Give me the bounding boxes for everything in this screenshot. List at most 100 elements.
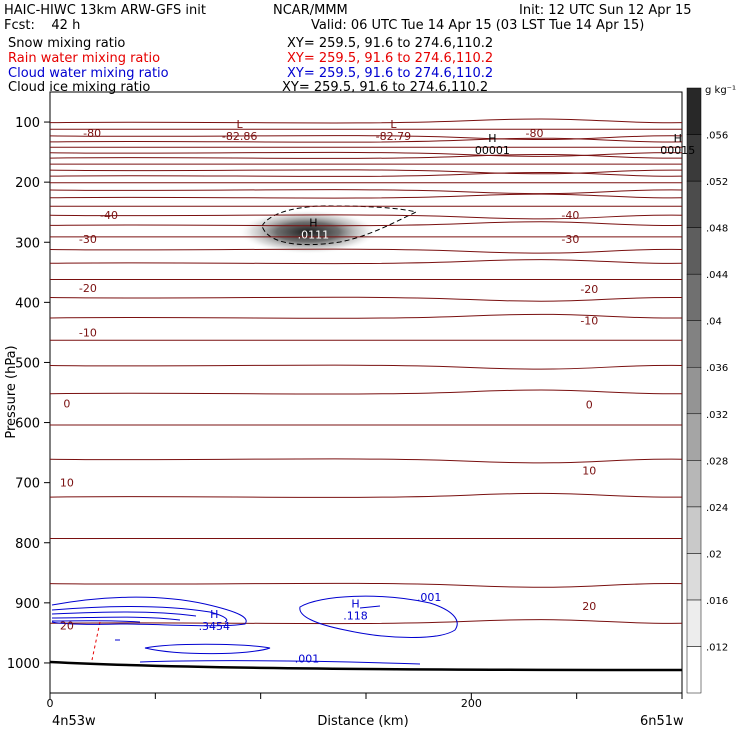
colorbar-tick-label: .044 xyxy=(706,270,728,281)
cloud-ice-contour xyxy=(261,205,418,246)
colorbar-segment xyxy=(686,553,702,601)
colorbar-tick-label: .02 xyxy=(706,549,722,560)
temperature-label: -10 xyxy=(580,314,598,327)
temperature-contour xyxy=(50,169,682,175)
temperature-label: -40 xyxy=(561,209,579,222)
temperature-contour xyxy=(50,259,682,265)
colorbar-segment xyxy=(686,227,702,275)
header-valid: Valid: 06 UTC Tue 14 Apr 15 (03 LST Tue … xyxy=(311,18,645,33)
y-tick-label: 600 xyxy=(15,417,40,432)
temperature-contour xyxy=(50,582,682,588)
colorbar-segment xyxy=(686,134,702,182)
x-axis: 0 200 xyxy=(47,693,683,710)
colorbar-tick-label: .028 xyxy=(706,456,728,467)
y-tick-label: 400 xyxy=(15,296,40,311)
colorbar-segment xyxy=(686,599,702,647)
colorbar-tick-label: .036 xyxy=(706,363,728,374)
colorbar-tick-label: .024 xyxy=(706,503,728,514)
colorbar-tick-label: .012 xyxy=(706,642,728,653)
header-org: NCAR/MMM xyxy=(273,3,348,18)
colorbar-tick-label: .032 xyxy=(706,410,728,421)
colorbar: .012 .016 .02 .024 .028 .032 .036 .04 .044 .048 .0… xyxy=(686,87,728,694)
temperature-label: -20 xyxy=(580,283,598,296)
temperature-contour xyxy=(50,296,682,302)
temperature-label: 20 xyxy=(60,620,74,633)
field-xy-cloudwater: XY= 259.5, 91.6 to 274.6,110.2 xyxy=(287,66,494,81)
temperature-extremum-value: 00015 xyxy=(660,144,695,157)
colorbar-segment xyxy=(686,413,702,461)
x-axis-label: Distance (km) xyxy=(317,714,408,729)
temperature-extremum-value: 00001 xyxy=(475,144,510,157)
temperature-contour xyxy=(50,221,682,227)
temperature-contour xyxy=(50,389,682,395)
temperature-contour xyxy=(50,189,682,195)
cloud-water-extremum-symbol: H xyxy=(210,608,218,621)
temperature-label: 0 xyxy=(63,397,70,410)
cloud-water-label: .001 xyxy=(417,591,442,604)
header-init: Init: 12 UTC Sun 12 Apr 15 xyxy=(519,3,692,18)
cloud-water-extremum-value: .118 xyxy=(343,610,368,623)
colorbar-tick-label: .056 xyxy=(706,131,728,142)
colorbar-segment xyxy=(686,87,702,135)
temperature-extremum-symbol: H xyxy=(674,132,682,145)
y-tick-label: 900 xyxy=(15,597,40,612)
field-name-cloudwater: Cloud water mixing ratio xyxy=(8,66,169,81)
field-name-cloudice: Cloud ice mixing ratio xyxy=(8,80,151,95)
colorbar-segment xyxy=(686,366,702,415)
header-fcst: Fcst: 42 h xyxy=(4,18,81,33)
colorbar-tick-label: .04 xyxy=(706,317,722,328)
cloud-ice-extremum-symbol: H xyxy=(309,217,317,230)
colorbar-segment xyxy=(686,506,702,554)
y-axis-label: Pressure (hPa) xyxy=(4,345,19,438)
temperature-contour xyxy=(50,151,682,157)
temperature-extremum-value: -82.79 xyxy=(376,130,411,143)
temperature-label: -20 xyxy=(79,282,97,295)
field-xy-rain: XY= 259.5, 91.6 to 274.6,110.2 xyxy=(287,51,494,66)
field-xy-cloudice: XY= 259.5, 91.6 to 274.6,110.2 xyxy=(282,80,489,95)
temperature-contour xyxy=(50,193,682,199)
cloud-ice-extremum-value: .0111 xyxy=(298,229,330,242)
cloud-water-extremum-value: .3454 xyxy=(199,620,231,633)
x-endpoint-right: 6n51w xyxy=(640,714,684,729)
temperature-label: -30 xyxy=(561,233,579,246)
temperature-label: 10 xyxy=(60,477,74,490)
cloud-water-contours xyxy=(51,595,458,665)
temperature-contour xyxy=(50,137,682,143)
temperature-extremum-value: -82.86 xyxy=(222,130,257,143)
temperature-contour xyxy=(50,364,682,370)
colorbar-tick-label: .048 xyxy=(706,224,728,235)
y-tick-label: 1000 xyxy=(7,657,40,672)
y-tick-label: 300 xyxy=(15,236,40,251)
cloud-water-label: .001 xyxy=(295,653,320,666)
temperature-contour xyxy=(50,313,682,319)
field-name-rain: Rain water mixing ratio xyxy=(8,51,161,66)
y-tick-label: 200 xyxy=(15,176,40,191)
temperature-label: -80 xyxy=(83,127,101,140)
cloud-water-extremum-symbol: H xyxy=(351,598,359,611)
temperature-contour xyxy=(50,492,682,498)
temperature-contour xyxy=(50,118,682,124)
temperature-label: 20 xyxy=(582,600,596,613)
y-tick-label: 100 xyxy=(15,116,40,131)
y-tick-label: 800 xyxy=(15,537,40,552)
x-tick-label: 200 xyxy=(461,697,482,710)
temperature-contour xyxy=(50,135,682,141)
colorbar-segment xyxy=(686,320,702,368)
header-title: HAIC-HIWC 13km ARW-GFS init xyxy=(4,3,206,18)
colorbar-tick-label: .052 xyxy=(706,177,728,188)
colorbar-tick-label: .016 xyxy=(706,596,728,607)
y-tick-label: 700 xyxy=(15,477,40,492)
x-endpoint-left: 4n53w xyxy=(52,714,96,729)
ground-line xyxy=(50,660,682,672)
y-tick-label: 500 xyxy=(15,356,40,371)
colorbar-segment xyxy=(686,273,702,321)
temperature-contour xyxy=(50,458,682,464)
cloud-ice-shading xyxy=(238,210,378,254)
temperature-contour xyxy=(50,619,682,625)
temperature-contour xyxy=(50,214,682,220)
colorbar-unit: g kg⁻¹ xyxy=(705,85,736,96)
temperature-label: -10 xyxy=(79,326,97,339)
temperature-contour xyxy=(50,171,682,177)
temperature-extremum-symbol: L xyxy=(390,118,397,131)
